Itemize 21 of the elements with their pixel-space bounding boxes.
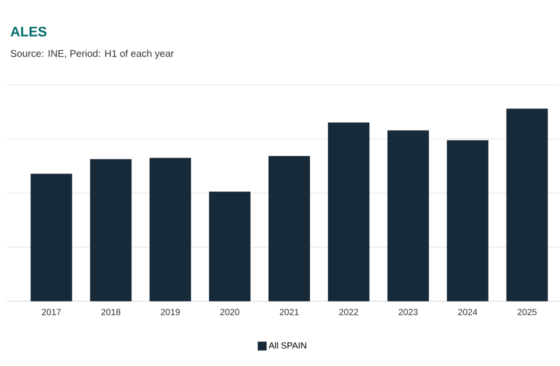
bar xyxy=(328,122,370,302)
x-tick-label: 2024 xyxy=(458,308,478,315)
bar xyxy=(150,158,192,302)
bar xyxy=(90,158,132,302)
bar xyxy=(30,174,72,302)
chart-subtitle: Source: INE, Period: H1 of each year xyxy=(10,50,174,59)
x-tick-label: 2022 xyxy=(339,308,358,315)
bar xyxy=(446,140,488,302)
bar xyxy=(506,108,548,302)
chart-title: ALES xyxy=(10,26,46,36)
bar xyxy=(387,130,429,302)
bar xyxy=(268,156,310,302)
x-tick-label: 2020 xyxy=(220,308,240,315)
x-tick-label: 2019 xyxy=(160,308,180,315)
bar xyxy=(209,191,251,302)
x-tick-label: 2017 xyxy=(42,308,61,315)
x-tick-label: 2021 xyxy=(280,308,299,315)
x-tick-label: 2023 xyxy=(398,308,418,315)
x-tick-label: 2018 xyxy=(101,308,120,315)
x-tick-label: 2025 xyxy=(518,308,537,315)
legend-label: All SPAIN xyxy=(268,342,306,348)
